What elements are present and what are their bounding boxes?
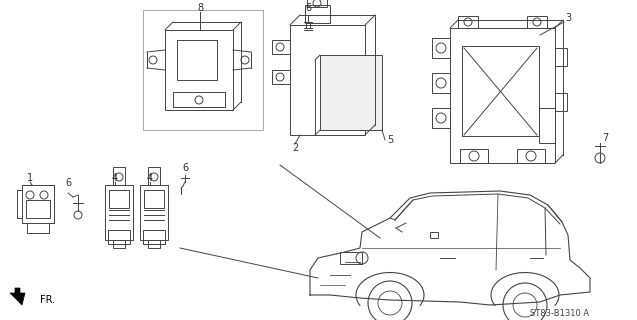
Bar [173,92,225,107]
Text: 1: 1 [27,173,33,183]
Bar [432,108,450,128]
Polygon shape [10,288,25,305]
Text: 4: 4 [112,173,118,183]
Text: 7: 7 [602,133,608,143]
Text: FR.: FR. [40,295,55,305]
Bar [527,16,547,28]
Text: 3: 3 [565,13,571,23]
Text: 4: 4 [147,173,153,183]
Bar [458,16,478,28]
Text: 8: 8 [197,3,203,13]
Text: 5: 5 [387,135,393,145]
Bar [430,232,438,238]
Bar [307,0,327,7]
Bar [105,185,133,240]
Bar [340,252,362,264]
Bar [450,28,555,163]
Bar [460,149,488,163]
Bar [305,5,330,23]
Bar [144,190,164,208]
Bar [320,55,382,130]
Bar [432,38,450,58]
Bar [555,93,567,111]
Text: ST83-B1310 A: ST83-B1310 A [530,308,589,317]
Bar [432,73,450,93]
Bar [26,200,50,218]
Text: 6: 6 [305,3,311,13]
Bar [109,190,129,208]
Bar [272,40,290,54]
Bar [113,240,125,248]
Bar [462,46,539,136]
Bar [143,230,165,244]
Text: 2: 2 [292,143,298,153]
Bar [290,25,365,135]
Bar [148,240,160,248]
Bar [555,48,567,66]
Bar [148,167,160,185]
Bar [165,30,233,110]
Bar [272,70,290,84]
Bar [177,40,217,80]
Bar [539,108,555,143]
Bar [517,149,545,163]
Text: 6: 6 [65,178,71,188]
Bar [143,10,263,130]
Bar [108,230,130,244]
Bar [113,167,125,185]
Bar [140,185,168,240]
Text: 6: 6 [182,163,188,173]
